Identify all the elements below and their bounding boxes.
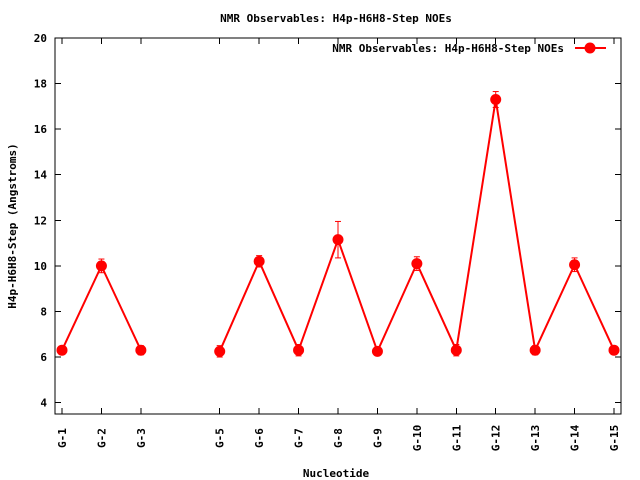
y-tick-label-10: 10 <box>34 260 47 273</box>
data-point-g-8 <box>332 234 344 246</box>
y-tick-label-18: 18 <box>34 78 47 91</box>
x-tick-label-g-3: G-3 <box>135 428 148 448</box>
x-tick-label-g-7: G-7 <box>293 428 306 448</box>
data-point-g-2 <box>95 260 107 272</box>
x-tick-label-g-11: G-11 <box>450 424 463 451</box>
data-point-g-7 <box>293 344 305 356</box>
legend: NMR Observables: H4p-H6H8-Step NOEs <box>332 42 606 55</box>
data-point-g-11 <box>450 344 462 356</box>
x-tick-label-g-10: G-10 <box>411 425 424 452</box>
y-tick-label-4: 4 <box>40 397 47 410</box>
data-point-g-14 <box>569 259 581 271</box>
x-tick-label-g-12: G-12 <box>490 425 503 452</box>
x-tick-label-g-1: G-1 <box>56 428 69 448</box>
data-point-g-3 <box>135 344 147 356</box>
y-tick-label-20: 20 <box>34 32 47 45</box>
legend-marker-sample <box>584 42 596 54</box>
y-tick-label-6: 6 <box>40 351 47 364</box>
x-tick-label-g-2: G-2 <box>95 428 108 448</box>
x-tick-label-g-5: G-5 <box>214 428 227 448</box>
y-tick-label-16: 16 <box>34 123 48 136</box>
y-axis: 4 6 8 10 12 14 16 18 20 <box>34 32 621 410</box>
series-line-segment-1 <box>61 264 142 351</box>
data-point-g-1 <box>56 344 68 356</box>
data-point-g-10 <box>411 258 423 270</box>
x-tick-label-g-6: G-6 <box>253 428 266 448</box>
legend-label: NMR Observables: H4p-H6H8-Step NOEs <box>332 42 564 55</box>
data-point-g-6 <box>253 255 265 267</box>
y-axis-label: H4p-H6H8-Step (Angstroms) <box>6 143 19 309</box>
x-tick-label-g-15: G-15 <box>608 425 621 452</box>
data-point-g-13 <box>529 344 541 356</box>
chart-title: NMR Observables: H4p-H6H8-Step NOEs <box>220 12 452 25</box>
series-layer <box>56 91 620 358</box>
x-axis: G-1 G-2 G-3 G-5 G-6 G-7 G-8 G-9 G-10 G-11 G-12 G-13… <box>56 38 621 451</box>
y-tick-label-14: 14 <box>34 169 48 182</box>
x-tick-label-g-8: G-8 <box>332 428 345 448</box>
data-point-g-9 <box>371 345 383 357</box>
x-axis-label: Nucleotide <box>303 467 370 480</box>
data-point-g-15 <box>608 344 620 356</box>
x-tick-label-g-13: G-13 <box>529 425 542 452</box>
data-point-g-12 <box>490 94 502 106</box>
y-tick-label-12: 12 <box>34 214 47 227</box>
data-point-g-5 <box>214 345 226 357</box>
x-tick-label-g-9: G-9 <box>371 428 384 448</box>
x-tick-label-g-14: G-14 <box>569 424 582 451</box>
series-line-segment-2 <box>218 98 615 353</box>
y-tick-label-8: 8 <box>40 305 47 318</box>
